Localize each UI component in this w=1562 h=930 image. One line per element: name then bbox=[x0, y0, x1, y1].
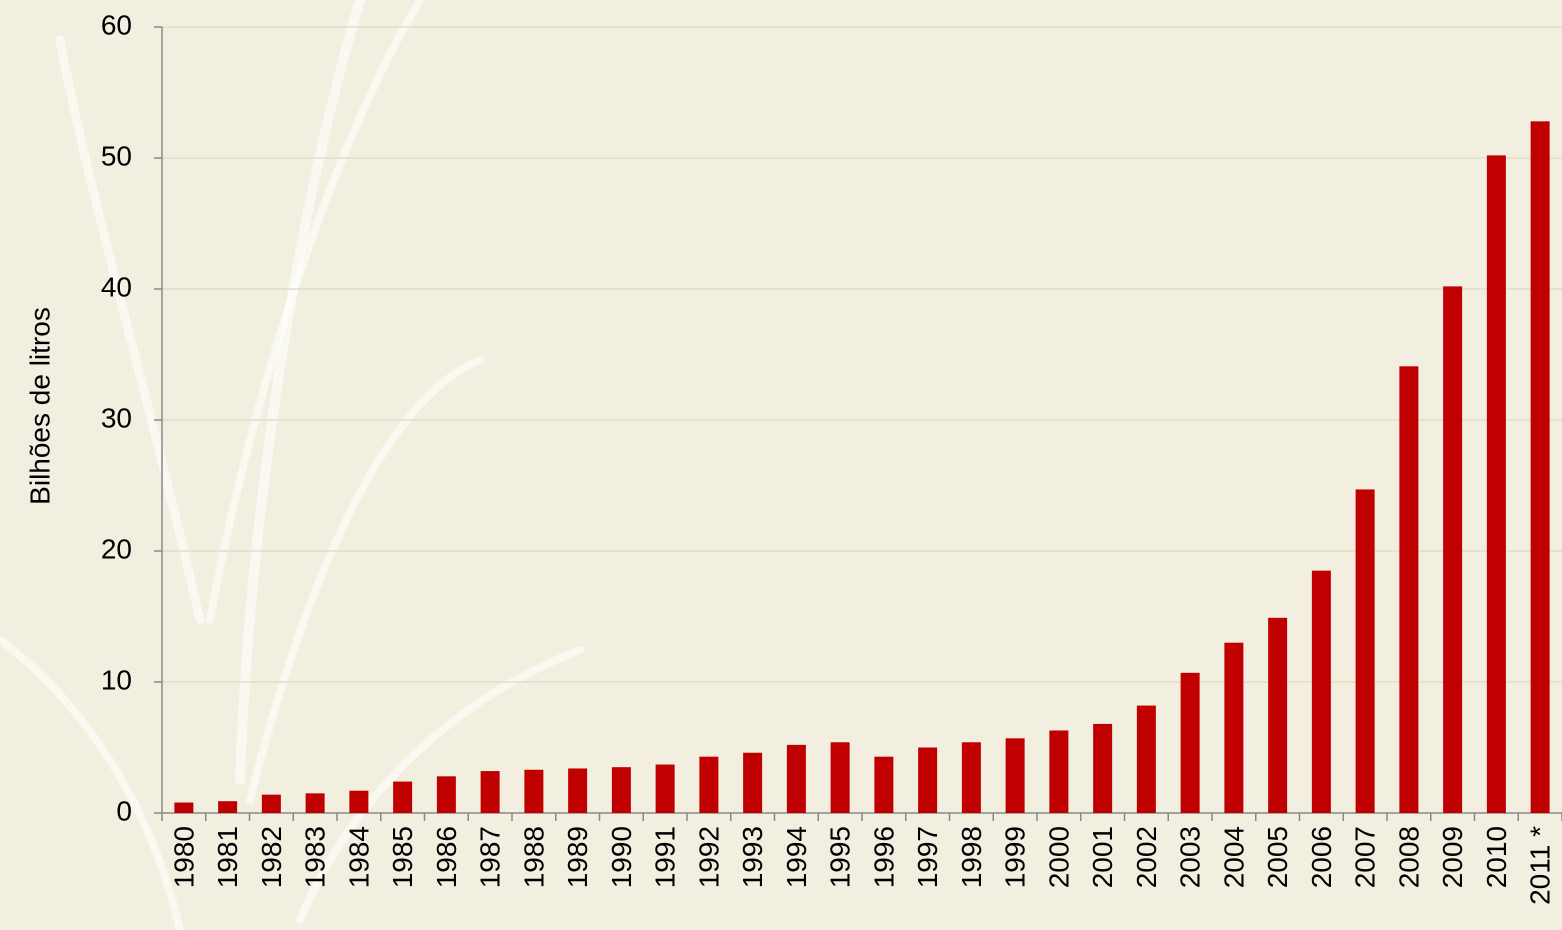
y-axis-label: Bilhões de litros bbox=[24, 307, 55, 505]
bar bbox=[1486, 155, 1506, 813]
bar bbox=[699, 756, 719, 813]
x-tick-label: 2006 bbox=[1306, 826, 1337, 888]
bar bbox=[874, 756, 894, 813]
bar bbox=[1311, 570, 1331, 813]
x-tick-label: 1989 bbox=[562, 826, 593, 888]
x-tick-label: 1988 bbox=[518, 826, 549, 888]
x-tick-label: 2003 bbox=[1175, 826, 1206, 888]
x-tick-label: 1985 bbox=[387, 826, 418, 888]
bar bbox=[1443, 286, 1463, 813]
bar bbox=[393, 781, 413, 813]
bar bbox=[1268, 617, 1288, 813]
x-tick-label: 1992 bbox=[693, 826, 724, 888]
x-tick-label: 1995 bbox=[825, 826, 856, 888]
y-tick-label: 0 bbox=[116, 795, 132, 826]
x-tick-label: 1984 bbox=[343, 826, 374, 888]
bar bbox=[1136, 705, 1156, 813]
x-tick-label: 1991 bbox=[650, 826, 681, 888]
x-tick-label: 2011 * bbox=[1525, 826, 1556, 905]
bar bbox=[655, 764, 675, 813]
bar bbox=[1005, 738, 1025, 813]
x-tick-label: 1980 bbox=[168, 826, 199, 888]
background-decoration bbox=[0, 0, 584, 930]
bar bbox=[1049, 730, 1069, 813]
x-tick-label: 2002 bbox=[1131, 826, 1162, 888]
x-tick-label: 1987 bbox=[475, 826, 506, 888]
x-tick-label: 2010 bbox=[1481, 826, 1512, 888]
bar bbox=[174, 802, 194, 813]
x-tick-label: 2007 bbox=[1350, 826, 1381, 888]
x-tick-label: 1986 bbox=[431, 826, 462, 888]
y-tick-label: 60 bbox=[101, 9, 132, 40]
bar bbox=[961, 742, 981, 813]
x-tick-label: 2009 bbox=[1437, 826, 1468, 888]
y-tick-label: 50 bbox=[101, 140, 132, 171]
x-tick-label: 2004 bbox=[1218, 826, 1249, 888]
x-tick-label: 1998 bbox=[956, 826, 987, 888]
x-tick-label: 1996 bbox=[868, 826, 899, 888]
x-tick-label: 1994 bbox=[781, 826, 812, 888]
bar bbox=[1399, 366, 1419, 813]
bar bbox=[1355, 489, 1375, 813]
x-tick-label: 1999 bbox=[1000, 826, 1031, 888]
bar bbox=[1093, 723, 1113, 813]
x-tick-label: 1997 bbox=[912, 826, 943, 888]
bar bbox=[1224, 642, 1244, 813]
bar bbox=[524, 769, 544, 813]
x-tick-label: 1993 bbox=[737, 826, 768, 888]
bar bbox=[261, 794, 281, 813]
bar bbox=[218, 801, 238, 813]
x-tick-label: 1983 bbox=[300, 826, 331, 888]
x-tick-label: 1990 bbox=[606, 826, 637, 888]
x-tick-label: 2000 bbox=[1043, 826, 1074, 888]
x-tick-label: 1982 bbox=[256, 826, 287, 888]
bar bbox=[743, 752, 763, 813]
bar bbox=[1180, 672, 1200, 813]
bar bbox=[349, 790, 369, 813]
bar bbox=[918, 747, 938, 813]
bar bbox=[1530, 121, 1550, 813]
bar bbox=[305, 793, 325, 813]
y-tick-label: 30 bbox=[101, 402, 132, 433]
x-tick-label: 1981 bbox=[212, 826, 243, 888]
bar bbox=[611, 767, 631, 813]
bar bbox=[480, 771, 500, 813]
y-tick-label: 20 bbox=[101, 533, 132, 564]
y-tick-label: 40 bbox=[101, 271, 132, 302]
x-tick-label: 2001 bbox=[1087, 826, 1118, 888]
bar bbox=[568, 768, 588, 813]
x-tick-label: 2005 bbox=[1262, 826, 1293, 888]
bar bbox=[436, 776, 456, 813]
x-tick-label: 2008 bbox=[1393, 826, 1424, 888]
y-tick-label: 10 bbox=[101, 664, 132, 695]
bar bbox=[786, 744, 806, 813]
bar bbox=[830, 742, 850, 813]
